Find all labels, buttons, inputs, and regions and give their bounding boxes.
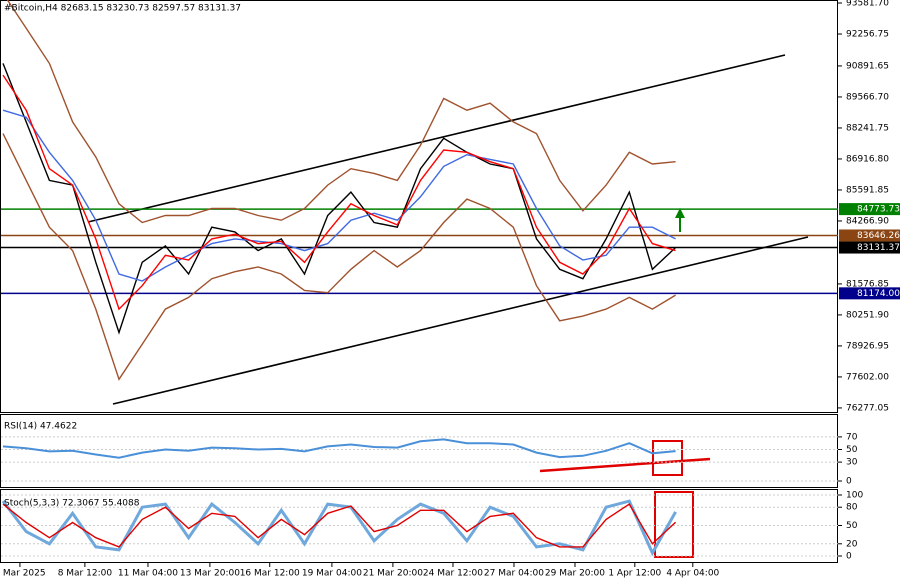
level-label: 83131.37 (857, 243, 900, 253)
y-tick-label: 81576.85 (846, 279, 889, 289)
level-label-box (839, 241, 900, 254)
x-tick-label: 8 Mar 12:00 (58, 569, 113, 579)
y-tick-label: 80251.90 (846, 310, 889, 320)
y-tick-label: 0 (846, 477, 852, 487)
x-tick-label: 21 Mar 20:00 (363, 569, 423, 579)
level-label: 81174.00 (857, 289, 900, 299)
y-tick-label: 88241.75 (846, 123, 889, 133)
series-line (2, 74, 676, 311)
x-tick-label: 24 Mar 12:00 (423, 569, 483, 579)
x-tick-label: 1 Apr 12:00 (608, 569, 661, 579)
arrow-head (675, 208, 685, 218)
y-tick-label: 70 (846, 432, 858, 442)
x-tick-label: 29 Mar 20:00 (545, 569, 605, 579)
series-line (2, 63, 677, 335)
panel-title: #Bitcoin,H4 82683.15 83230.73 82597.57 8… (4, 4, 241, 14)
series-line (2, 438, 676, 459)
y-tick-label: 50 (846, 445, 858, 455)
level-label-box (839, 203, 900, 216)
level-label-box (839, 287, 900, 300)
y-tick-label: 78926.95 (846, 341, 889, 351)
y-tick-label: 80 (846, 503, 858, 513)
channel-upper (87, 54, 786, 223)
level-label: 83646.26 (857, 231, 900, 241)
rsi-panel-frame (0, 414, 838, 488)
series-line (2, 503, 677, 548)
x-tick-label: 16 Mar 12:00 (240, 569, 300, 579)
y-tick-label: 50 (846, 521, 858, 531)
panel-title: RSI(14) 47.4622 (4, 422, 77, 432)
y-tick-label: 0 (846, 552, 852, 562)
x-tick-label: 5 Mar 2025 (0, 569, 46, 579)
channel-lower (112, 236, 809, 405)
y-tick-label: 30 (846, 458, 858, 468)
stoch-highlight (654, 491, 694, 558)
main-panel-frame (0, 0, 838, 413)
level-label-box (839, 229, 900, 242)
x-tick-label: 13 Mar 20:00 (180, 569, 240, 579)
y-tick-label: 86916.80 (846, 154, 889, 164)
level-label: 84773.73 (857, 205, 900, 215)
y-tick-label: 84266.90 (846, 216, 889, 226)
series-line (2, 109, 676, 282)
y-tick-label: 100 (846, 491, 863, 501)
y-tick-label: 77602.00 (846, 372, 889, 382)
y-tick-label: 20 (846, 539, 858, 549)
x-tick-label: 11 Mar 04:00 (118, 569, 178, 579)
y-tick-label: 92256.75 (846, 30, 889, 40)
y-tick-label: 85591.85 (846, 185, 889, 195)
y-tick-label: 89566.70 (846, 92, 889, 102)
x-tick-label: 27 Mar 04:00 (484, 569, 544, 579)
x-tick-label: 4 Apr 04:00 (666, 569, 719, 579)
y-tick-label: 90891.65 (846, 61, 889, 71)
y-tick-label: 76277.05 (846, 403, 889, 413)
series-line (6, 0, 676, 224)
rsi-highlight (652, 440, 683, 476)
y-tick-label: 93581.70 (846, 0, 889, 9)
series-line (2, 133, 676, 381)
panel-title: Stoch(5,3,3) 72.3067 55.4088 (4, 499, 140, 509)
series-line (1, 499, 677, 557)
x-tick-label: 19 Mar 04:00 (302, 569, 362, 579)
